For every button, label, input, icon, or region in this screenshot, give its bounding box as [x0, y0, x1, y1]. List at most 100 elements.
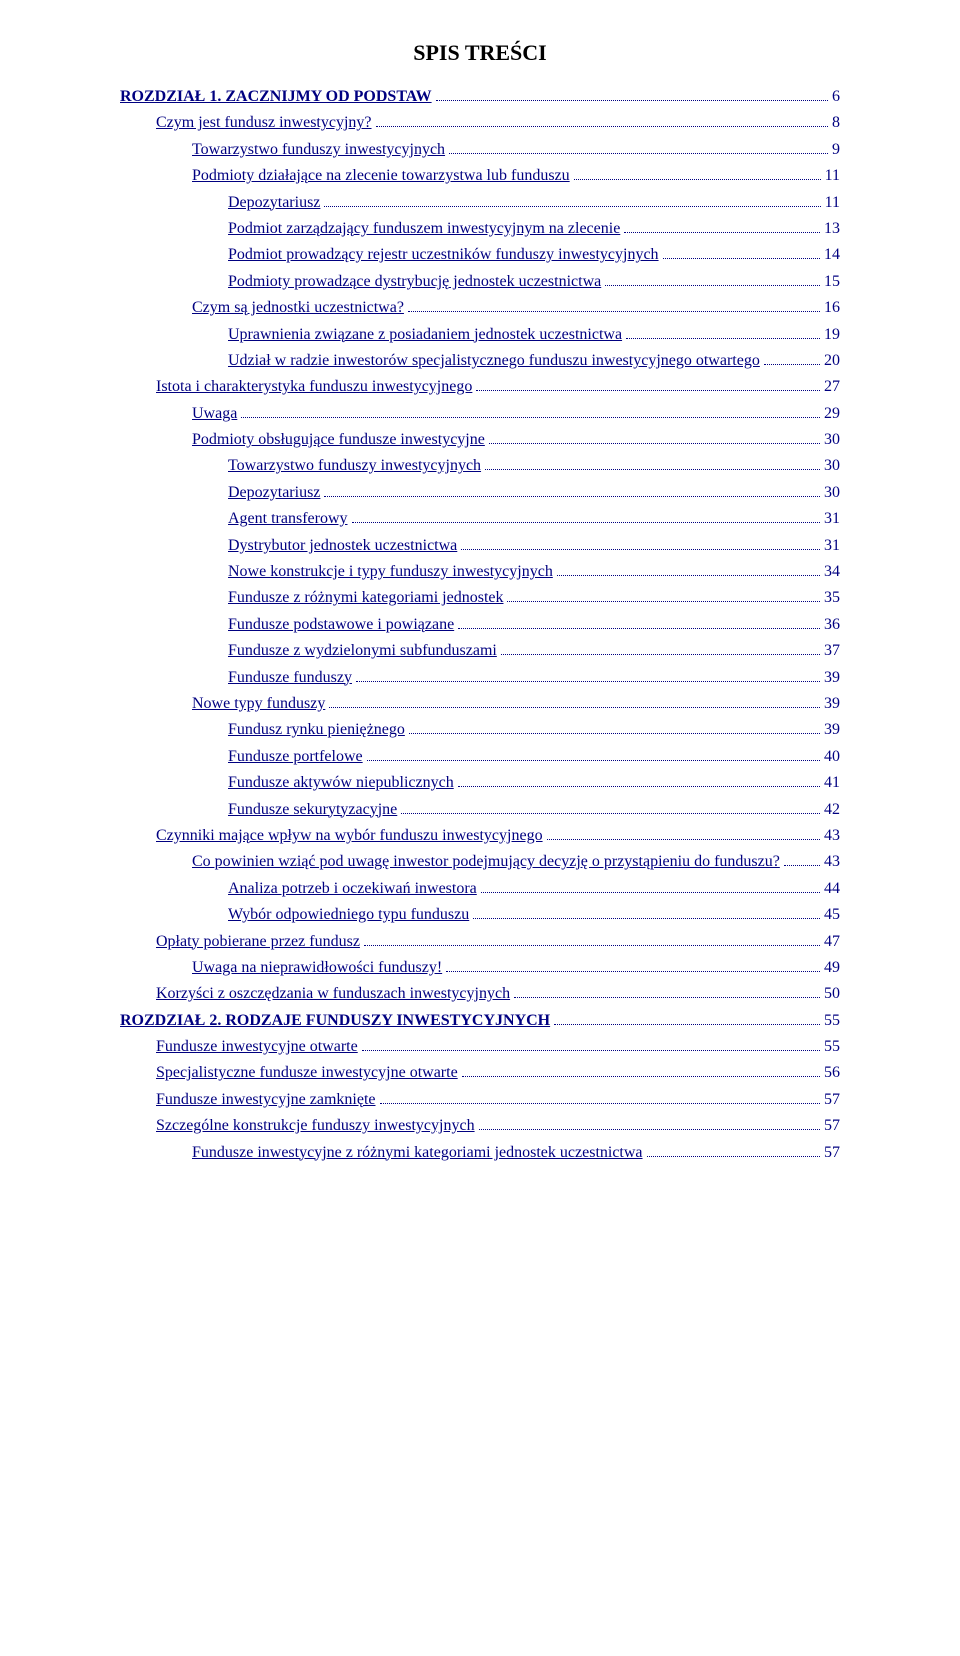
toc-leader [462, 1062, 820, 1077]
toc-entry: Istota i charakterystyka funduszu inwest… [120, 374, 840, 400]
toc-leader [663, 244, 820, 259]
toc-entry: Fundusze portfelowe 40 [120, 744, 840, 770]
toc-entry-page: 16 [824, 295, 840, 321]
toc-entry-page: 11 [825, 163, 840, 189]
toc-entry: ROZDZIAŁ 1. ZACZNIJMY OD PODSTAW 6 [120, 84, 840, 110]
toc-entry-label[interactable]: Fundusze funduszy [228, 665, 352, 691]
toc-entry-label[interactable]: Analiza potrzeb i oczekiwań inwestora [228, 876, 477, 902]
toc-entry-page: 34 [824, 559, 840, 585]
toc-entry: Fundusze z wydzielonymi subfunduszami 37 [120, 638, 840, 664]
toc-entry-label[interactable]: Fundusze z różnymi kategoriami jednostek [228, 585, 503, 611]
toc-entry: Fundusze aktywów niepublicznych41 [120, 770, 840, 796]
toc-entry-page: 45 [824, 902, 840, 928]
toc-entry-label[interactable]: Podmiot zarządzający funduszem inwestycy… [228, 216, 620, 242]
toc-entry-label[interactable]: Fundusze sekurytyzacyjne [228, 797, 397, 823]
toc-entry-label[interactable]: Wybór odpowiedniego typu funduszu [228, 902, 469, 928]
toc-entry-label[interactable]: Depozytariusz [228, 480, 320, 506]
toc-entry: Korzyści z oszczędzania w funduszach inw… [120, 981, 840, 1007]
toc-entry-page: 11 [825, 190, 840, 216]
toc-entry-label[interactable]: Czym jest fundusz inwestycyjny? [156, 110, 372, 136]
toc-leader [507, 587, 820, 602]
toc-entry-label[interactable]: ROZDZIAŁ 1. ZACZNIJMY OD PODSTAW [120, 84, 432, 110]
toc-entry-page: 55 [824, 1034, 840, 1060]
toc-entry-label[interactable]: Fundusze podstawowe i powiązane [228, 612, 454, 638]
toc-entry-label[interactable]: Fundusze inwestycyjne otwarte [156, 1034, 358, 1060]
toc-leader [458, 613, 820, 628]
toc-entry-page: 6 [832, 84, 840, 110]
toc-leader [479, 1115, 820, 1130]
toc-entry-label[interactable]: Fundusze aktywów niepublicznych [228, 770, 454, 796]
toc-entry-label[interactable]: Korzyści z oszczędzania w funduszach inw… [156, 981, 510, 1007]
toc-entry-label[interactable]: Fundusze inwestycyjne z różnymi kategori… [192, 1140, 643, 1166]
toc-entry-label[interactable]: Depozytariusz [228, 190, 320, 216]
toc-entry: Specjalistyczne fundusze inwestycyjne ot… [120, 1060, 840, 1086]
toc-leader [324, 481, 820, 496]
toc-entry-page: 35 [824, 585, 840, 611]
toc-entry-page: 43 [824, 823, 840, 849]
toc-leader [605, 270, 820, 285]
toc-entry-label[interactable]: ROZDZIAŁ 2. RODZAJE FUNDUSZY INWESTYCYJN… [120, 1008, 550, 1034]
toc-entry-label[interactable]: Czym są jednostki uczestnictwa? [192, 295, 404, 321]
toc-entry: Czym jest fundusz inwestycyjny?8 [120, 110, 840, 136]
toc-entry-label[interactable]: Uprawnienia związane z posiadaniem jedno… [228, 322, 622, 348]
toc-entry-label[interactable]: Towarzystwo funduszy inwestycyjnych [228, 453, 481, 479]
toc-entry-label[interactable]: Fundusze inwestycyjne zamknięte [156, 1087, 376, 1113]
toc-entry-label[interactable]: Towarzystwo funduszy inwestycyjnych [192, 137, 445, 163]
toc-entry-page: 27 [824, 374, 840, 400]
toc-leader [461, 534, 820, 549]
toc-entry: Podmiot zarządzający funduszem inwestycy… [120, 216, 840, 242]
toc-entry-label[interactable]: Agent transferowy [228, 506, 348, 532]
toc-entry: Podmioty prowadzące dystrybucję jednoste… [120, 269, 840, 295]
toc-entry: Czym są jednostki uczestnictwa? 16 [120, 295, 840, 321]
toc-entry-page: 9 [832, 137, 840, 163]
toc-leader [367, 745, 820, 760]
toc-entry-label[interactable]: Udział w radzie inwestorów specjalistycz… [228, 348, 760, 374]
toc-entry: Agent transferowy 31 [120, 506, 840, 532]
toc-leader [501, 640, 820, 655]
toc-leader [401, 798, 820, 813]
toc-entry-label[interactable]: Specjalistyczne fundusze inwestycyjne ot… [156, 1060, 458, 1086]
toc-entry: ROZDZIAŁ 2. RODZAJE FUNDUSZY INWESTYCYJN… [120, 1008, 840, 1034]
toc-entry-label[interactable]: Fundusze portfelowe [228, 744, 363, 770]
toc-leader [574, 165, 821, 180]
toc-entry-page: 50 [824, 981, 840, 1007]
toc-leader [547, 825, 820, 840]
toc-entry-label[interactable]: Podmioty działające na zlecenie towarzys… [192, 163, 570, 189]
toc-leader [554, 1009, 820, 1024]
toc-entry-label[interactable]: Istota i charakterystyka funduszu inwest… [156, 374, 472, 400]
toc-entry-label[interactable]: Uwaga [192, 401, 237, 427]
toc-entry-page: 30 [824, 427, 840, 453]
toc-entry-label[interactable]: Dystrybutor jednostek uczestnictwa [228, 533, 457, 559]
toc-leader [408, 297, 820, 312]
toc-entry-label[interactable]: Co powinien wziąć pod uwagę inwestor pod… [192, 849, 780, 875]
toc-entry-page: 44 [824, 876, 840, 902]
toc-entry-page: 30 [824, 480, 840, 506]
toc-leader [362, 1036, 820, 1051]
toc-entry-label[interactable]: Fundusze z wydzielonymi subfunduszami [228, 638, 497, 664]
toc-entry-page: 31 [824, 506, 840, 532]
toc-entry: Fundusze funduszy39 [120, 665, 840, 691]
toc-entry-label[interactable]: Opłaty pobierane przez fundusz [156, 929, 360, 955]
toc-leader [784, 851, 820, 866]
toc-entry-label[interactable]: Szczególne konstrukcje funduszy inwestyc… [156, 1113, 475, 1139]
toc-entry: Depozytariusz 11 [120, 190, 840, 216]
toc-leader [364, 930, 820, 945]
toc-entry-label[interactable]: Podmioty prowadzące dystrybucję jednoste… [228, 269, 601, 295]
toc-entry-page: 40 [824, 744, 840, 770]
toc-entry-label[interactable]: Podmioty obsługujące fundusze inwestycyj… [192, 427, 485, 453]
toc-leader [449, 138, 828, 153]
toc-entry-page: 37 [824, 638, 840, 664]
toc-entry-page: 20 [824, 348, 840, 374]
toc-entry-page: 13 [824, 216, 840, 242]
toc-entry-label[interactable]: Uwaga na nieprawidłowości funduszy! [192, 955, 442, 981]
toc-entry-label[interactable]: Nowe konstrukcje i typy funduszy inwesty… [228, 559, 553, 585]
toc-leader [764, 350, 820, 365]
toc-entry-label[interactable]: Podmiot prowadzący rejestr uczestników f… [228, 242, 659, 268]
toc-entry-label[interactable]: Fundusz rynku pieniężnego [228, 717, 405, 743]
toc-leader [446, 957, 820, 972]
toc-entry-label[interactable]: Nowe typy funduszy [192, 691, 325, 717]
toc-entry-label[interactable]: Czynniki mające wpływ na wybór funduszu … [156, 823, 543, 849]
toc-entry: Fundusze sekurytyzacyjne42 [120, 797, 840, 823]
toc-leader [409, 719, 820, 734]
toc-entry-page: 57 [824, 1087, 840, 1113]
